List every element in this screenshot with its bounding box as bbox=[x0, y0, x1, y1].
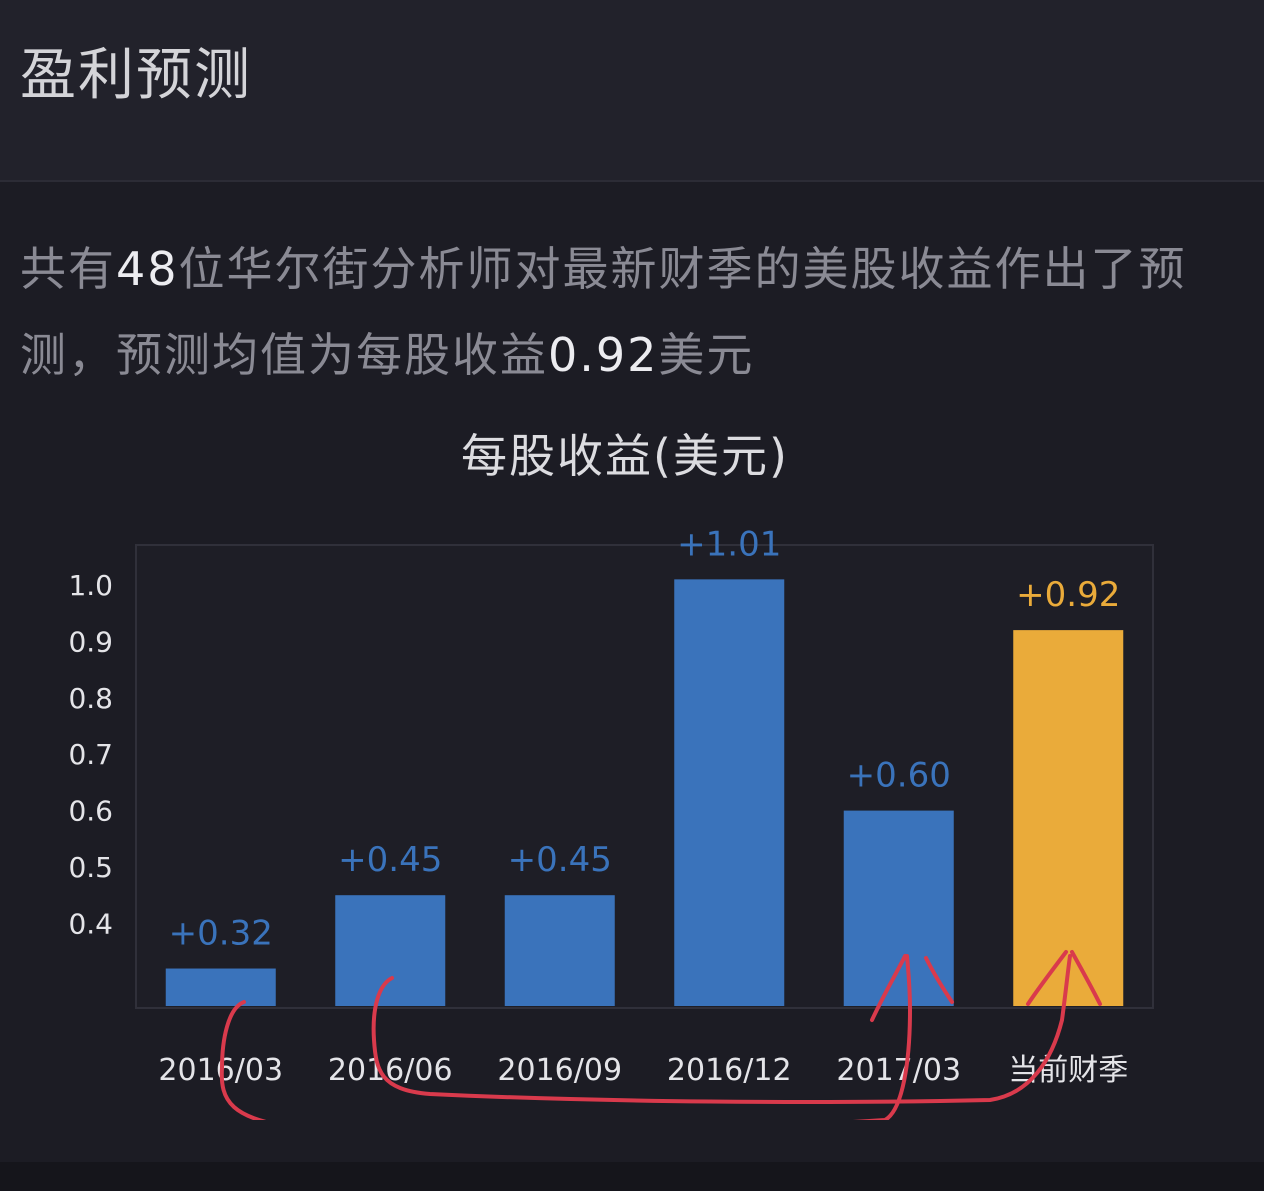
x-axis-ticks: 2016/03 2016/06 2016/09 2016/12 2017/03 当前财季 bbox=[158, 1053, 1128, 1088]
annotation-arrow-right-1 bbox=[924, 956, 954, 1004]
y-tick-label: 0.9 bbox=[68, 625, 113, 658]
bar bbox=[165, 968, 276, 1006]
annotation-loop-1 bbox=[219, 954, 913, 1120]
y-tick-label: 1.0 bbox=[68, 569, 113, 602]
forecast-summary: 共有48位华尔街分析师对最新财季的美股收益作出了预测，预测均值为每股收益0.92… bbox=[20, 226, 1240, 398]
bar-value-label: +0.60 bbox=[847, 756, 951, 796]
annotation-arrow-right-2 bbox=[1070, 950, 1102, 1006]
y-tick-label: 0.8 bbox=[68, 682, 113, 715]
summary-text-1: 共有 bbox=[20, 242, 116, 296]
bar bbox=[1013, 630, 1124, 1006]
bar-value-label: +0.45 bbox=[338, 840, 442, 880]
x-tick-label: 2016/09 bbox=[497, 1053, 622, 1088]
section-header: 盈利预测 bbox=[0, 0, 1264, 182]
eps-chart: 每股收益(美元) 0.4 0.5 0.6 0.7 0.8 0.9 1.0 +0.32 +0.4… bbox=[0, 400, 1264, 1120]
annotation-loop-2 bbox=[371, 954, 1072, 1104]
bar-value-label: +0.92 bbox=[1016, 575, 1120, 615]
summary-text-2: 位华尔街分析师对最新财季的美股收益作出了预测，预测均值为每股收益 bbox=[20, 242, 1187, 382]
chart-title: 每股收益(美元) bbox=[461, 429, 789, 483]
bar bbox=[504, 895, 615, 1006]
y-tick-label: 0.6 bbox=[68, 795, 113, 828]
section-title: 盈利预测 bbox=[20, 43, 252, 108]
x-tick-label: 2017/03 bbox=[836, 1053, 961, 1088]
bar-value-label: +0.32 bbox=[169, 914, 273, 954]
plot-area bbox=[135, 544, 1154, 1009]
summary-text-3: 美元 bbox=[658, 328, 755, 382]
annotation-arrow-left-1 bbox=[870, 954, 907, 1022]
annotation-arrow-left-2 bbox=[1026, 950, 1068, 1006]
y-tick-label: 0.7 bbox=[68, 738, 113, 771]
bar-value-label: +1.01 bbox=[677, 524, 781, 564]
analyst-count: 48 bbox=[116, 242, 179, 296]
bars bbox=[165, 579, 1124, 1006]
bar-value-label: +0.45 bbox=[508, 840, 612, 880]
y-axis-ticks: 0.4 0.5 0.6 0.7 0.8 0.9 1.0 bbox=[68, 569, 113, 940]
bottom-strip bbox=[0, 1162, 1264, 1191]
red-annotation-strokes bbox=[219, 950, 1102, 1120]
x-tick-label: 2016/12 bbox=[667, 1053, 792, 1088]
y-tick-label: 0.4 bbox=[68, 907, 113, 940]
y-tick-label: 0.5 bbox=[68, 851, 113, 884]
bar bbox=[335, 895, 446, 1006]
mean-eps: 0.92 bbox=[548, 328, 659, 382]
eps-bar-chart: 每股收益(美元) 0.4 0.5 0.6 0.7 0.8 0.9 1.0 +0.32 +0.4… bbox=[68, 429, 1154, 1120]
bar-value-labels: +0.32 +0.45 +0.45 +1.01 +0.60 +0.92 bbox=[169, 524, 1121, 953]
bar bbox=[674, 579, 785, 1006]
